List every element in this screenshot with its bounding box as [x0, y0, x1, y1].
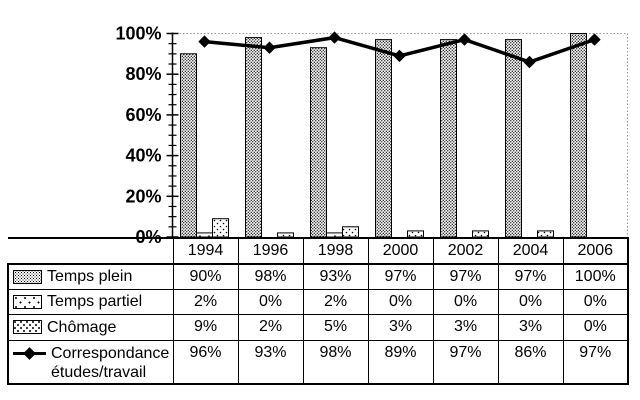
- corner-cell: [8, 237, 173, 264]
- dots-sparse-swatch-icon: [13, 294, 42, 309]
- value-cell: 98%: [237, 263, 304, 290]
- value-cell: 96%: [172, 339, 239, 385]
- table-row: Chômage 9% 2% 5% 3% 3% 3% 0%: [7, 313, 629, 341]
- value-cell: 3%: [432, 313, 499, 341]
- series-label: Chômage: [47, 318, 117, 336]
- legend-cell: Temps partiel: [7, 288, 174, 315]
- value-cell: 0%: [562, 313, 629, 341]
- table-row: Correspondance études/travail 96% 93% 98% 89…: [7, 339, 629, 385]
- value-cell: 89%: [367, 339, 434, 385]
- value-cell: 100%: [562, 263, 629, 290]
- data-table: 1994 1996 1998 2000 2002 2004 2006 Temps plein 9…: [7, 237, 629, 385]
- series-label: Correspondance études/travail: [51, 344, 170, 381]
- legend-cell: Temps plein: [7, 263, 174, 290]
- table-row: Temps partiel 2% 0% 2% 0% 0% 0% 0%: [7, 288, 629, 315]
- legend-cell: Chômage: [7, 313, 174, 341]
- year-header: 1996: [237, 237, 304, 265]
- svg-text:20%: 20%: [125, 186, 161, 206]
- bar-line-chart: 0%20%40%60%80%100%: [115, 24, 628, 245]
- year-header: 2002: [432, 237, 499, 265]
- year-header: 2004: [497, 237, 564, 265]
- value-cell: 97%: [562, 339, 629, 385]
- table-row: Temps plein 90% 98% 93% 97% 97% 97% 100%: [7, 263, 629, 290]
- value-cell: 0%: [562, 288, 629, 315]
- value-cell: 5%: [302, 313, 369, 341]
- value-cell: 3%: [497, 313, 564, 341]
- value-cell: 98%: [302, 339, 369, 385]
- svg-text:60%: 60%: [125, 105, 161, 125]
- value-cell: 93%: [302, 263, 369, 290]
- year-header: 2006: [562, 237, 629, 265]
- value-cell: 0%: [367, 288, 434, 315]
- value-cell: 2%: [237, 313, 304, 341]
- value-cell: 86%: [497, 339, 564, 385]
- value-cell: 97%: [432, 339, 499, 385]
- dots-dense-swatch-icon: [13, 269, 42, 284]
- svg-text:100%: 100%: [115, 24, 161, 44]
- value-cell: 93%: [237, 339, 304, 385]
- dots-medium-swatch-icon: [13, 320, 42, 334]
- value-cell: 0%: [497, 288, 564, 315]
- svg-text:40%: 40%: [125, 146, 161, 166]
- value-cell: 97%: [432, 263, 499, 290]
- svg-text:80%: 80%: [125, 64, 161, 84]
- value-cell: 2%: [302, 288, 369, 315]
- value-cell: 0%: [432, 288, 499, 315]
- value-cell: 97%: [367, 263, 434, 290]
- legend-cell: Correspondance études/travail: [7, 339, 174, 385]
- year-header: 1998: [302, 237, 369, 265]
- value-cell: 9%: [172, 313, 239, 341]
- value-cell: 90%: [172, 263, 239, 290]
- series-label: Temps partiel: [47, 293, 143, 310]
- value-cell: 97%: [497, 263, 564, 290]
- line-diamond-icon: [13, 346, 46, 361]
- category-header-row: 1994 1996 1998 2000 2002 2004 2006: [8, 237, 629, 265]
- year-header: 2000: [367, 237, 434, 265]
- year-header: 1994: [172, 237, 239, 265]
- value-cell: 3%: [367, 313, 434, 341]
- value-cell: 2%: [172, 288, 239, 315]
- value-cell: 0%: [237, 288, 304, 315]
- series-label: Temps plein: [47, 268, 133, 286]
